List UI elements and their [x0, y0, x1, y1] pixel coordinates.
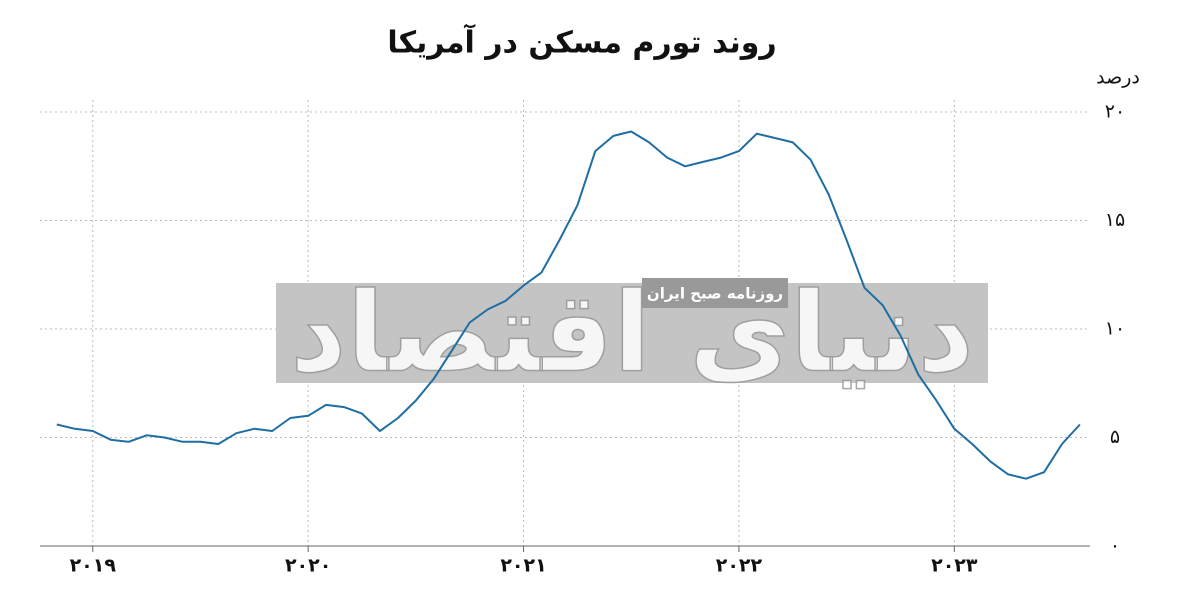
watermark-box [642, 278, 788, 308]
x-tick-label: ۲۰۲۲ [716, 555, 763, 577]
watermark-band [276, 283, 988, 383]
chart-title: روند تورم مسکن در آمریکا [387, 24, 776, 61]
y-axis-label: درصد [1096, 67, 1140, 89]
watermark-subtext: روزنامه صبح ایران [647, 285, 783, 303]
y-tick-label: ۵ [1110, 426, 1120, 448]
x-tick-label: ۲۰۲۱ [500, 555, 546, 577]
y-tick-label: ۱۰ [1105, 318, 1125, 340]
watermark-text: دنیای اقتصاد [290, 268, 974, 396]
x-tick-label: ۲۰۱۹ [70, 555, 117, 577]
data-line [56, 130, 1081, 480]
y-tick-label: ۲۰ [1105, 101, 1125, 123]
y-tick-label: ۰ [1110, 535, 1120, 557]
y-tick-label: ۱۵ [1105, 209, 1125, 231]
x-tick-label: ۲۰۲۳ [931, 555, 978, 577]
x-tick-label: ۲۰۲۰ [285, 555, 331, 577]
